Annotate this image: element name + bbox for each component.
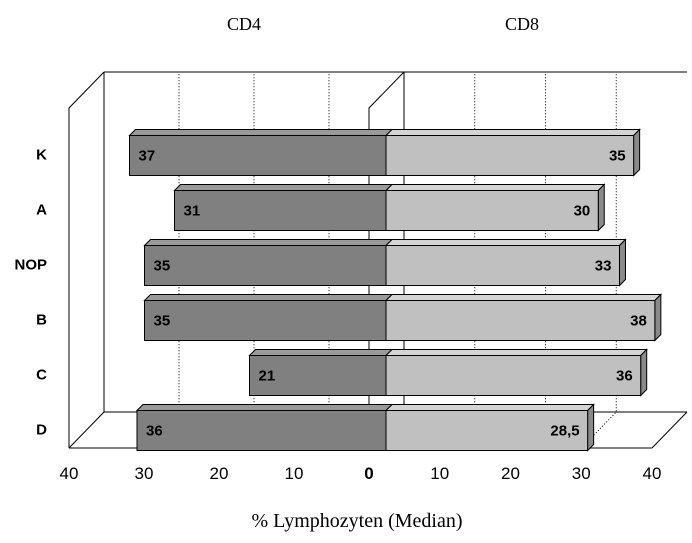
bar-cd4 [174, 190, 387, 231]
bar-cd8-side [597, 183, 605, 232]
category-label: B [36, 312, 47, 329]
data-label-cd4: 36 [146, 423, 163, 440]
x-tick-left: 30 [135, 464, 154, 483]
bar-cd4 [129, 135, 387, 176]
bar-cd4 [136, 410, 387, 451]
bar-cd8-top [384, 239, 627, 246]
data-label-cd4: 21 [259, 368, 276, 385]
bar-cd8-top [384, 184, 606, 191]
bar-cd8 [385, 135, 635, 176]
bar-cd4 [249, 355, 387, 396]
bar-cd4-top [143, 239, 394, 246]
left-wall-edge [68, 71, 105, 448]
bar-cd8-top [384, 294, 663, 301]
bar-cd8-top [384, 349, 648, 356]
bar-cd4-top [128, 129, 394, 136]
x-tick-left: 10 [285, 464, 304, 483]
bar-cd8 [385, 245, 620, 286]
data-label-cd8: 36 [616, 368, 633, 385]
bar-cd8 [385, 410, 589, 451]
bar-cd8 [385, 300, 656, 341]
bar-cd4-top [173, 184, 394, 191]
data-label-cd4: 37 [139, 148, 156, 165]
data-label-cd4: 31 [184, 203, 201, 220]
category-label: K [36, 147, 47, 164]
category-label: A [36, 202, 47, 219]
data-label-cd8: 33 [595, 258, 612, 275]
bar-cd8-top [384, 404, 595, 411]
category-label: C [36, 367, 47, 384]
x-tick-left: 20 [210, 464, 229, 483]
bar-cd8 [385, 190, 599, 231]
bars [128, 128, 663, 452]
floor-right-edge [651, 411, 688, 449]
x-tick-left: 40 [60, 464, 79, 483]
data-label-cd8: 38 [630, 313, 647, 330]
x-tick-right: 40 [643, 464, 662, 483]
bar-cd8-side [633, 128, 641, 177]
bar-cd8-top [384, 129, 641, 136]
series-title-cd4: CD4 [227, 14, 261, 34]
bar-cd4 [144, 245, 387, 286]
bar-cd4-top [248, 349, 394, 356]
bar-cd8-side [618, 238, 626, 287]
x-axis-label: % Lymphozyten (Median) [251, 510, 462, 532]
x-tick-right: 20 [501, 464, 520, 483]
floor-left-edge [68, 411, 105, 449]
labels: 37 35 K 31 30 A 35 33 NOP 35 38 B 21 36 C 36 28,5 D 40 30 20… [14, 147, 661, 484]
series-title-cd8: CD8 [505, 14, 539, 34]
bar-cd8-side [587, 403, 595, 452]
bar-cd4-top [143, 294, 394, 301]
category-label: D [36, 422, 47, 439]
bar-cd4 [144, 300, 387, 341]
bar-cd8 [385, 355, 642, 396]
category-label: NOP [14, 257, 47, 274]
bar-cd8-side [654, 293, 662, 342]
data-label-cd8: 30 [574, 203, 591, 220]
data-label-cd8: 35 [609, 148, 626, 165]
gridline-right [580, 72, 617, 449]
x-tick-left: 0 [364, 464, 373, 483]
data-label-cd8: 28,5 [550, 423, 579, 440]
bar-cd8-side [640, 348, 648, 397]
bar-cd4-top [135, 404, 394, 411]
x-tick-right: 30 [572, 464, 591, 483]
data-label-cd4: 35 [154, 258, 171, 275]
x-tick-right: 10 [430, 464, 449, 483]
data-label-cd4: 35 [154, 313, 171, 330]
